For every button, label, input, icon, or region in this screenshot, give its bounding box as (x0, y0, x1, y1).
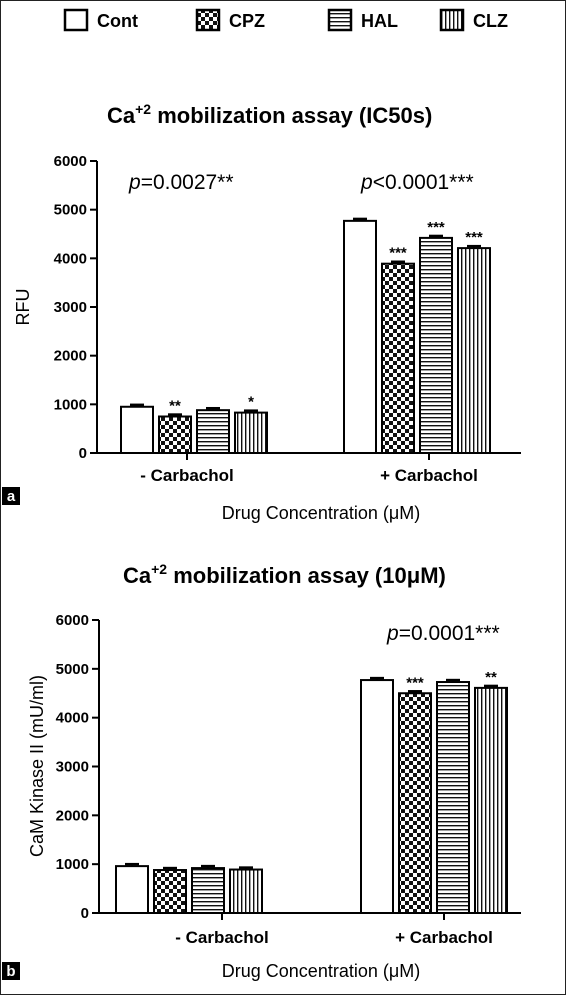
y-axis-label: RFU (13, 289, 33, 326)
y-tick-label: 6000 (54, 153, 87, 170)
bar-cont-minus-carbachol (120, 405, 154, 454)
bar-clz-minus-carbachol (234, 411, 268, 454)
chart-panel-b: Ca+2 mobilization assay (10μM) 0 1000 2000 3… (2, 561, 521, 981)
x-tick-label: + Carbachol (395, 928, 493, 947)
legend-label: HAL (361, 11, 398, 31)
y-tick-label: 5000 (54, 202, 87, 219)
bar-cont-minus-carbachol (115, 865, 149, 914)
bar-cont-plus-carbachol (343, 219, 377, 454)
significance-stars: ** (485, 669, 497, 686)
y-axis-label: CaM Kinase II (mU/ml) (27, 675, 47, 857)
panel-badge: b (2, 962, 20, 980)
x-axis-label: Drug Concentration (μM) (222, 961, 420, 981)
y-tick-label: 0 (79, 445, 87, 462)
chart-title: Ca+2 mobilization assay (IC50s) (107, 101, 432, 128)
significance-stars: ** (169, 398, 181, 415)
panel-badge-bg (2, 487, 20, 505)
bar-hal-minus-carbachol (191, 867, 225, 914)
bar-cpz-minus-carbachol (153, 869, 187, 915)
legend-item-cpz: CPZ (195, 8, 265, 32)
chart-title: Ca+2 mobilization assay (10μM) (123, 561, 446, 588)
bar-clz-minus-carbachol (229, 868, 263, 914)
panel-badge-bg (2, 962, 20, 980)
y-tick-label: 4000 (54, 250, 87, 267)
bar-cont-plus-carbachol (360, 679, 394, 914)
y-tick-label: 2000 (54, 348, 87, 365)
legend-item-hal: HAL (327, 8, 398, 32)
significance-stars: *** (406, 674, 424, 691)
legend-label: Cont (97, 11, 138, 31)
p-value-annotation: p=0.0001*** (386, 622, 500, 645)
y-tick-label: 3000 (54, 299, 87, 316)
significance-stars: *** (465, 229, 483, 246)
legend-swatch (327, 8, 353, 32)
panel-letter: b (6, 963, 15, 980)
legend-item-cont: Cont (63, 8, 138, 32)
panel-letter: a (7, 488, 16, 505)
bar-hal-plus-carbachol (419, 236, 453, 454)
bar-cpz-plus-carbachol (381, 262, 415, 455)
legend-swatch (63, 8, 89, 32)
p-value-annotation: p<0.0001*** (360, 171, 474, 194)
y-tick-label: 4000 (56, 710, 89, 727)
y-tick-label: 5000 (56, 661, 89, 678)
y-tick-label: 1000 (56, 856, 89, 873)
bar-hal-minus-carbachol (196, 409, 230, 455)
significance-stars: *** (427, 219, 445, 236)
bar-cpz-minus-carbachol (158, 415, 192, 454)
y-tick-label: 2000 (56, 807, 89, 824)
x-tick-label: - Carbachol (140, 466, 234, 485)
x-axis-label: Drug Concentration (μM) (222, 503, 420, 523)
chart-panel-a: Ca+2 mobilization assay (IC50s) 0 1000 2000… (2, 101, 521, 523)
bar-cpz-plus-carbachol (398, 692, 432, 914)
x-tick-label: + Carbachol (380, 466, 478, 485)
significance-stars: *** (389, 245, 407, 262)
bar-clz-plus-carbachol (474, 686, 508, 915)
x-tick-label: - Carbachol (175, 928, 269, 947)
significance-stars: * (248, 394, 254, 411)
y-tick-label: 1000 (54, 396, 87, 413)
legend-swatch (195, 8, 221, 32)
bar-hal-plus-carbachol (436, 681, 470, 914)
bar-clz-plus-carbachol (457, 247, 491, 454)
legend-label: CPZ (229, 11, 265, 31)
y-tick-label: 6000 (56, 612, 89, 629)
y-tick-label: 3000 (56, 759, 89, 776)
legend-swatch (439, 8, 465, 32)
p-value-annotation: p=0.0027** (128, 171, 234, 194)
legend-item-clz: CLZ (439, 8, 508, 32)
legend: Cont CPZ HAL CLZ (63, 8, 508, 32)
y-tick-label: 0 (81, 905, 89, 922)
panel-badge: a (2, 487, 20, 505)
legend-label: CLZ (473, 11, 508, 31)
